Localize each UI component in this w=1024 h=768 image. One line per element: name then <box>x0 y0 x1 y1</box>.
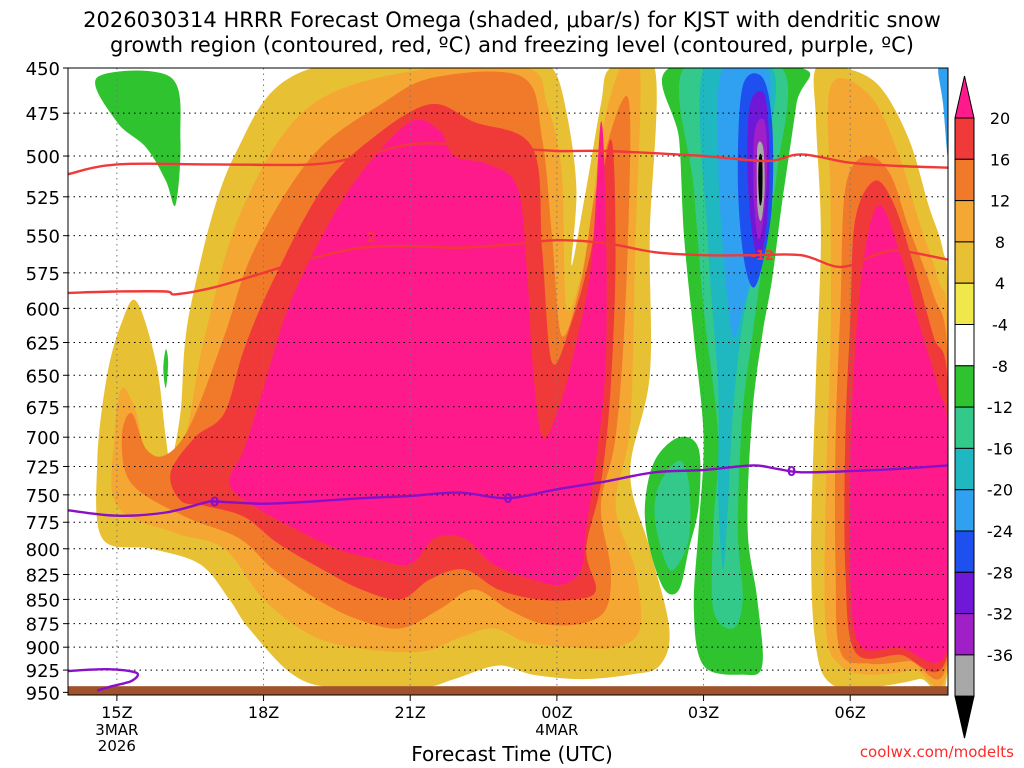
colorbar-tick-label: -20 <box>987 481 1013 500</box>
x-tick-label: 18Z <box>248 703 279 722</box>
ground-strip <box>68 686 948 695</box>
colorbar-tick-label: -12 <box>987 398 1013 417</box>
chart-title-line-2: growth region (contoured, red, ºC) and f… <box>110 33 914 57</box>
x-tick-label: 00Z <box>541 703 572 722</box>
dgz-contour-1-label: -12 <box>750 249 774 264</box>
y-tick-label: 475 <box>26 104 60 125</box>
dgz-contour-0-label: -18 <box>501 142 525 157</box>
y-tick-label: 600 <box>26 299 60 320</box>
dgz-contour-0 <box>68 142 948 176</box>
colorbar-tick-label: -16 <box>987 439 1013 458</box>
x-tick-label: 03Z <box>688 703 719 722</box>
colorbar-swatch <box>954 241 975 284</box>
colorbar-swatch <box>954 365 975 408</box>
colorbar-tick-label: 8 <box>995 233 1005 252</box>
colorbar-bottom-arrow <box>954 695 975 739</box>
y-tick-label: 650 <box>26 366 60 387</box>
chart-title-line-1: 2026030314 HRRR Forecast Omega (shaded, … <box>83 8 941 32</box>
y-tick-label: 525 <box>26 188 60 209</box>
colorbar-top-arrow <box>954 75 975 119</box>
y-tick-label: 950 <box>26 683 60 704</box>
y-tick-label: 850 <box>26 590 60 611</box>
colorbar-tick-label: -4 <box>992 316 1008 335</box>
colorbar-tick-label: 12 <box>990 192 1010 211</box>
colorbar-swatch <box>954 489 975 532</box>
plot-frame <box>67 67 949 696</box>
colorbar-tick-label: -8 <box>992 357 1008 376</box>
omega-shading <box>95 68 948 695</box>
y-tick-label: 450 <box>26 59 60 80</box>
contour-lines: -18 -12 2 0 0 0 <box>68 142 948 692</box>
freezing-level-contour-0-label: 0 <box>787 465 796 480</box>
colorbar-swatch <box>954 571 975 615</box>
colorbar-swatch <box>954 447 975 491</box>
y-tick-label: 725 <box>26 458 60 479</box>
colorbar-swatch <box>954 117 975 160</box>
colorbar-swatch <box>954 406 975 449</box>
credit-text: coolwx.com/modelts <box>859 743 1014 761</box>
x-tick-label: 06Z <box>835 703 866 722</box>
y-tick-label: 875 <box>26 615 60 636</box>
y-tick-label: 900 <box>26 638 60 659</box>
colorbar-tick-label: -28 <box>987 563 1013 582</box>
y-tick-label: 575 <box>26 264 60 285</box>
y-tick-label: 675 <box>26 398 60 419</box>
x-tick-sublabel: 2026 <box>98 737 136 755</box>
colorbar-swatch <box>954 654 975 697</box>
omega-region-rising-right-core <box>849 204 948 663</box>
colorbar-tick-label: 20 <box>990 109 1010 128</box>
omega-region-rising-core <box>229 119 607 585</box>
colorbar-swatch <box>954 158 975 202</box>
freezing-level-contour-0-label: 0 <box>210 495 219 510</box>
colorbar-swatch <box>954 200 975 243</box>
y-tick-label: 925 <box>26 661 60 682</box>
y-tick-label: 500 <box>26 147 60 168</box>
x-axis-label: Forecast Time (UTC) <box>411 742 613 766</box>
y-tick-label: 800 <box>26 540 60 561</box>
freezing-level-contour-0-label: 0 <box>503 492 512 507</box>
colorbar: 20 16 12 8 4 -4 -8 -12 -16 -20 -24 -28 -32 -36 <box>954 75 1013 739</box>
dgz-contour-1 <box>68 238 948 296</box>
grid-lines <box>68 68 948 695</box>
omega-region-sinking-left-green <box>95 70 181 207</box>
colorbar-swatch <box>954 530 975 573</box>
colorbar-swatch <box>954 613 975 656</box>
y-tick-label: 775 <box>26 513 60 534</box>
freezing-level-contour-1 <box>68 667 140 692</box>
omega-region-sinking-mid-teal <box>654 460 691 571</box>
colorbar-tick-label: -32 <box>987 605 1013 624</box>
axes: 450 475 500 525 550 575 600 625 650 675 700 725 750 7… <box>26 59 866 755</box>
colorbar-tick-label: 4 <box>995 274 1005 293</box>
dgz-contour-extra-label: 2 <box>367 231 376 246</box>
omega-region-sinking-green-speck <box>163 349 169 389</box>
y-tick-label: 825 <box>26 565 60 586</box>
colorbar-tick-label: -36 <box>987 646 1013 665</box>
freezing-level-contour-0 <box>68 464 948 517</box>
y-tick-label: 550 <box>26 227 60 248</box>
x-tick-label: 15Z <box>101 703 132 722</box>
colorbar-swatch <box>954 324 975 367</box>
x-tick-sublabel: 4MAR <box>535 721 578 739</box>
colorbar-tick-label: -24 <box>987 522 1013 541</box>
y-tick-label: 625 <box>26 333 60 354</box>
colorbar-swatch <box>954 282 975 326</box>
y-tick-label: 700 <box>26 428 60 449</box>
y-tick-label: 750 <box>26 486 60 507</box>
omega-region-sinking-far-right <box>938 68 948 157</box>
x-tick-sublabel: 3MAR <box>95 721 138 739</box>
omega-region-sinking-main-9 <box>758 153 763 206</box>
colorbar-tick-label: 16 <box>990 150 1010 169</box>
x-tick-label: 21Z <box>395 703 426 722</box>
